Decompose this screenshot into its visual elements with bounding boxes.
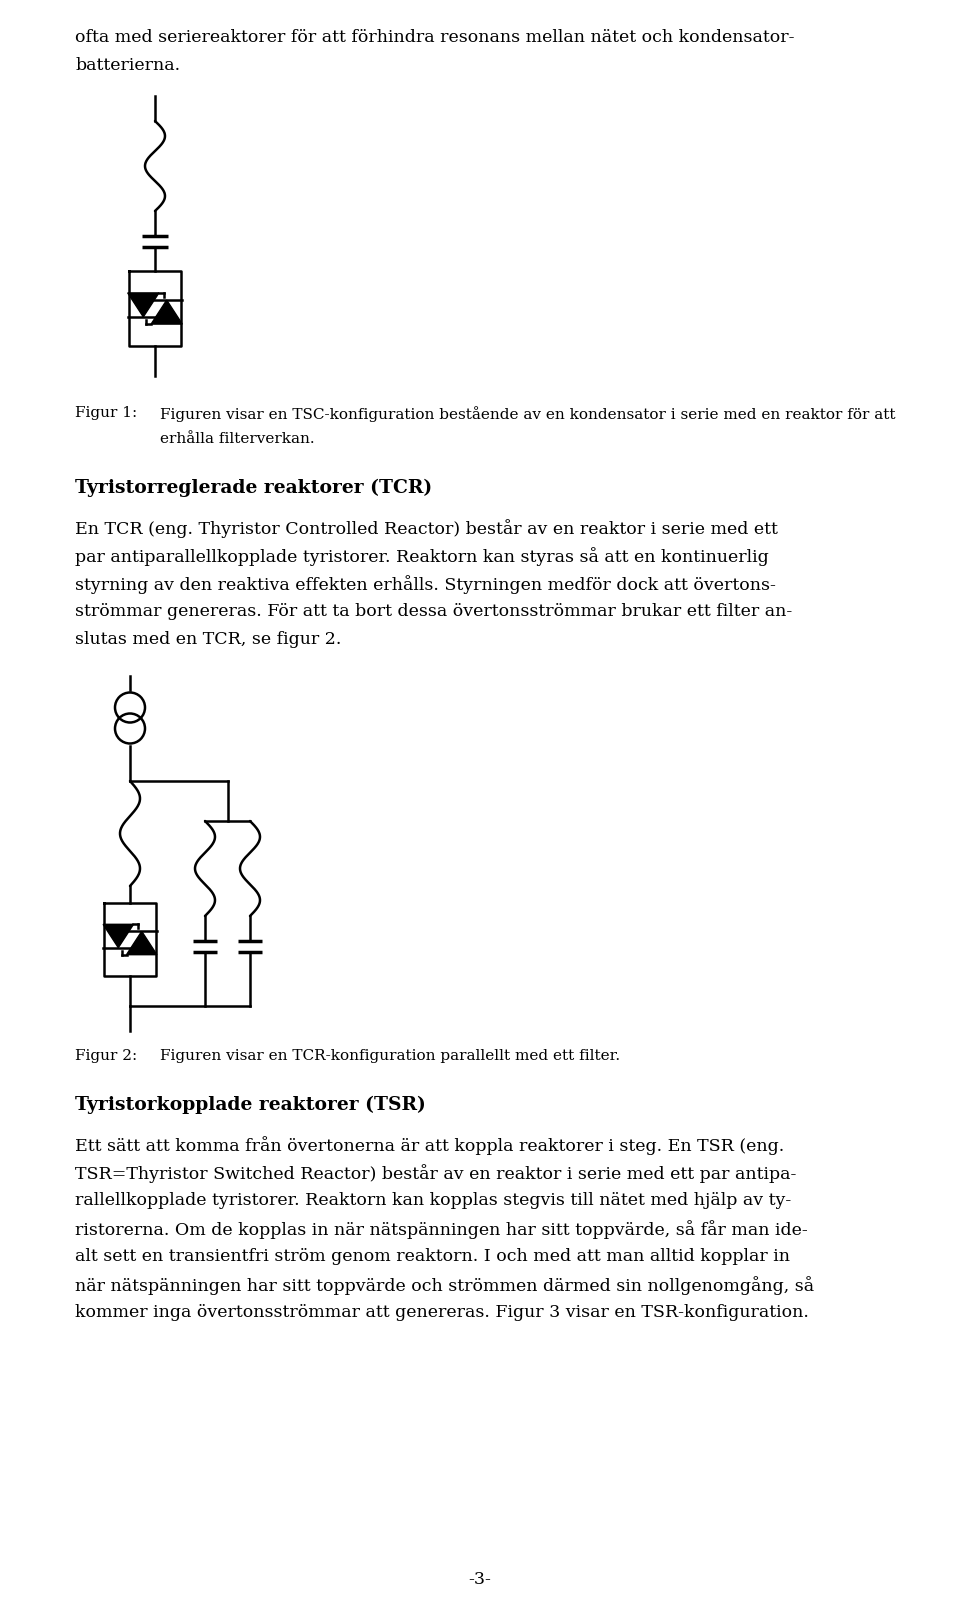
Text: alt sett en transientfri ström genom reaktorn. I och med att man alltid kopplar : alt sett en transientfri ström genom rea… (75, 1249, 790, 1265)
Text: Figuren visar en TCR-konfiguration parallellt med ett filter.: Figuren visar en TCR-konfiguration paral… (160, 1049, 620, 1063)
Text: TSR=Thyristor Switched Reactor) består av en reaktor i serie med ett par antipa-: TSR=Thyristor Switched Reactor) består a… (75, 1164, 797, 1183)
Text: erhålla filterverkan.: erhålla filterverkan. (160, 432, 315, 447)
Text: Tyristorreglerade reaktorer (TCR): Tyristorreglerade reaktorer (TCR) (75, 479, 432, 498)
Polygon shape (103, 924, 133, 948)
Text: Figuren visar en TSC-konfiguration bestående av en kondensator i serie med en re: Figuren visar en TSC-konfiguration bestå… (160, 407, 896, 423)
Text: Ett sätt att komma från övertonerna är att koppla reaktorer i steg. En TSR (eng.: Ett sätt att komma från övertonerna är a… (75, 1137, 784, 1154)
Text: Figur 1:: Figur 1: (75, 407, 137, 419)
Text: En TCR (eng. Thyristor Controlled Reactor) består av en reaktor i serie med ett: En TCR (eng. Thyristor Controlled Reacto… (75, 519, 778, 538)
Text: Figur 2:: Figur 2: (75, 1049, 137, 1063)
Polygon shape (128, 293, 159, 317)
Text: ristorerna. Om de kopplas in när nätspänningen har sitt toppvärde, så får man id: ristorerna. Om de kopplas in när nätspän… (75, 1220, 807, 1239)
Text: Tyristorkopplade reaktorer (TSR): Tyristorkopplade reaktorer (TSR) (75, 1097, 425, 1114)
Text: -3-: -3- (468, 1571, 492, 1588)
Text: kommer inga övertonsströmmar att genereras. Figur 3 visar en TSR-konfiguration.: kommer inga övertonsströmmar att generer… (75, 1303, 809, 1321)
Text: batterierna.: batterierna. (75, 58, 180, 74)
Text: strömmar genereras. För att ta bort dessa övertonsströmmar brukar ett filter an-: strömmar genereras. För att ta bort dess… (75, 604, 792, 620)
Polygon shape (151, 299, 182, 323)
Text: när nätspänningen har sitt toppvärde och strömmen därmed sin nollgenomgång, så: när nätspänningen har sitt toppvärde och… (75, 1276, 814, 1295)
Polygon shape (127, 932, 156, 954)
Text: rallellkopplade tyristorer. Reaktorn kan kopplas stegvis till nätet med hjälp av: rallellkopplade tyristorer. Reaktorn kan… (75, 1193, 791, 1209)
Text: styrning av den reaktiva effekten erhålls. Styrningen medför dock att övertons-: styrning av den reaktiva effekten erhåll… (75, 575, 776, 594)
Text: slutas med en TCR, se figur 2.: slutas med en TCR, se figur 2. (75, 631, 342, 648)
Text: ofta med seriereaktorer för att förhindra resonans mellan nätet och kondensator-: ofta med seriereaktorer för att förhindr… (75, 29, 795, 46)
Text: par antiparallellkopplade tyristorer. Reaktorn kan styras så att en kontinuerlig: par antiparallellkopplade tyristorer. Re… (75, 548, 769, 565)
